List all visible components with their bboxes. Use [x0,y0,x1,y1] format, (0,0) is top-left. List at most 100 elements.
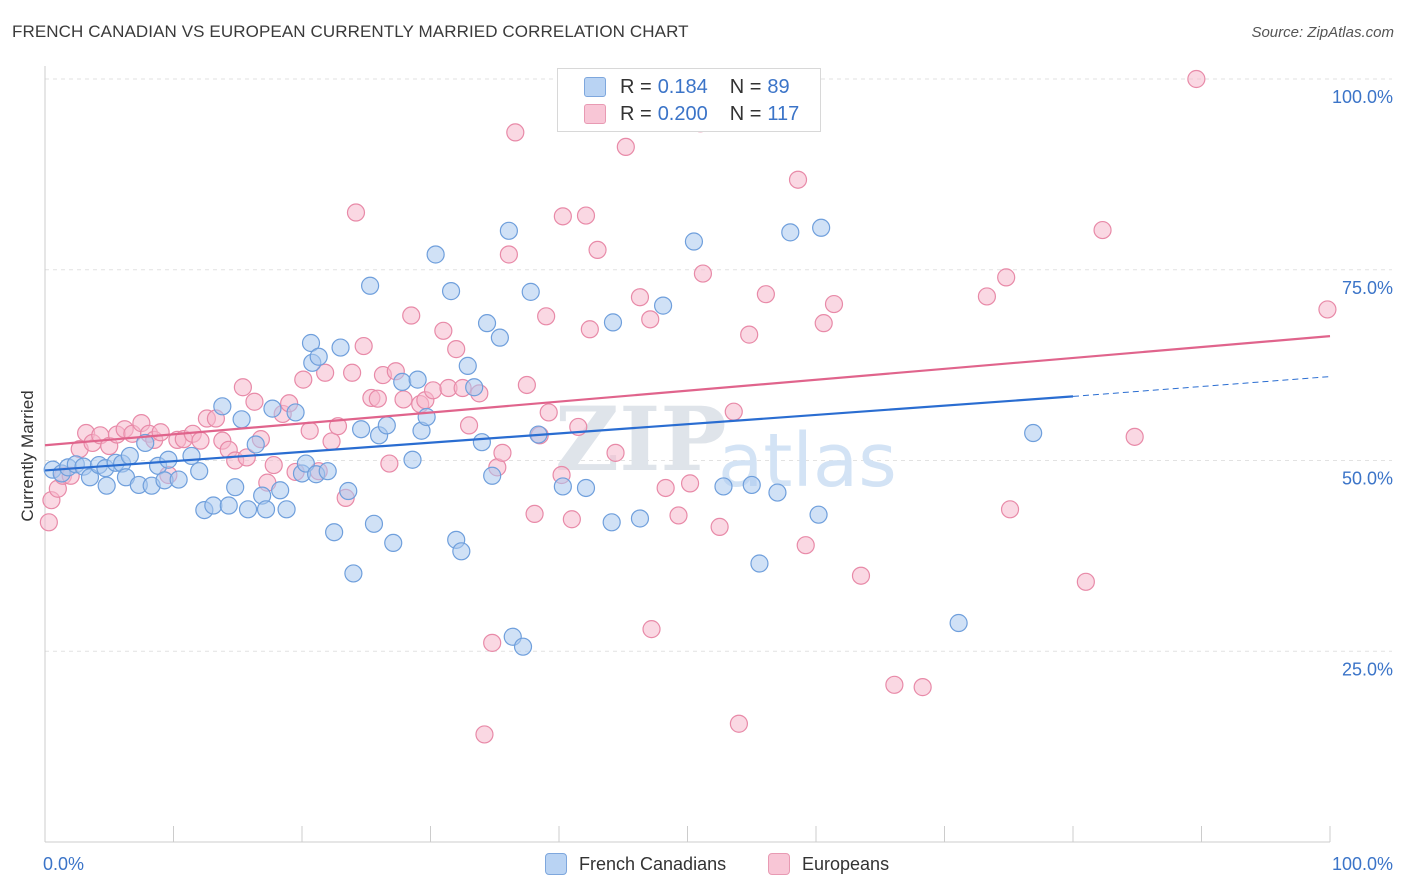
european-point [447,340,466,359]
watermark-zip: ZIP [555,387,727,491]
french-canadian-point [653,296,673,315]
european-point [606,443,625,462]
european-point [506,123,525,142]
european-point [576,206,596,225]
french-canadian-point [263,399,282,418]
bottom-legend-europeans: Europeans [768,852,889,876]
legend-r-value: 0.200 [657,102,708,125]
european-point [885,675,904,694]
legend-n-value: 117 [767,102,800,125]
french-canadian-point [441,282,461,301]
european-point [1125,427,1144,446]
european-point [710,517,729,536]
french-canadian-point [120,446,139,466]
french-canadian-point [97,476,116,495]
european-point [475,725,494,744]
european-point [380,454,399,473]
french-canadian-point [426,245,445,264]
french-canadian-point [742,475,761,495]
european-point [245,392,264,411]
european-point [788,170,808,189]
european-point [616,137,635,157]
french-canadian-point [238,500,258,519]
french-canadian-point [246,435,265,454]
french-canadian-point [159,450,178,469]
french-canadian-point [812,218,831,237]
french-canadian-point [226,478,245,497]
french-canadian-point [277,500,296,519]
european-point [423,381,443,400]
european-point [1093,220,1112,240]
european-point [680,474,700,493]
tick-labels: 25.0% 50.0% 75.0% 100.0% 0.0% 100.0% [43,87,1393,874]
x-tick-label: 0.0% [43,854,84,874]
french-canadian-point [576,478,596,498]
legend-n-label: N = [729,75,762,98]
french-canadian-point [408,370,427,389]
bottom-legend-label: French Canadians [579,853,727,874]
legend-row-french-canadians: R = 0.184 N = 89 [584,75,790,99]
european-point [394,390,413,409]
legend-swatch-pink [584,104,606,124]
french-canadian-point [182,446,201,466]
french-canadian-point [472,433,491,452]
european-point [294,370,313,389]
bottom-legend-label: Europeans [802,853,890,874]
european-point [151,423,170,442]
french-canadian-point [339,481,358,501]
french-canadian-point [521,282,540,301]
french-canadian-point [781,223,800,242]
y-tick-label: 100.0% [1332,87,1393,107]
french-canadian-point [452,542,471,561]
european-point [656,478,675,498]
french-canadian-point [361,276,380,295]
french-canadian-point [309,347,328,366]
european-point [796,536,815,555]
european-point [553,207,572,226]
legend-r-value: 0.184 [657,75,708,98]
european-point [434,321,453,340]
european-point [539,403,558,422]
european-point [499,245,518,264]
european-point [316,363,335,382]
y-tick-label: 50.0% [1342,469,1393,489]
european-point [824,294,844,314]
european-point [588,240,607,260]
french-canadian-point [204,496,223,515]
european-point [562,510,581,529]
european-point [977,287,997,306]
french-canadian-point [768,483,787,502]
european-point [851,566,871,585]
source-label: Source: ZipAtlas.com [1251,24,1394,41]
european-point [1187,69,1206,89]
french-canadian-point [458,356,477,375]
french-canadian-point [377,416,396,435]
european-point [669,506,688,525]
trend-lines [44,335,1331,472]
y-tick-label: 25.0% [1342,659,1393,679]
french-canadian-point [169,470,188,489]
european-point [343,363,362,382]
bottom-legend-french-canadians: French Canadians [545,852,726,876]
french-canadian-point [384,533,403,553]
european-point [322,432,341,451]
french-canadian-point [949,613,968,633]
european-point [233,378,252,397]
french-canadian-point [219,496,238,515]
french-canadian-point [553,477,572,496]
european-point [493,443,512,462]
european-point [354,336,373,356]
french-canadian-point [190,462,209,481]
legend-r-label: R = [620,75,652,98]
european-point [580,320,599,339]
french-canadian-point [750,554,769,573]
french-canadian-point [417,407,436,427]
european-point [537,307,556,326]
french-canadians-trend-extension [1072,376,1331,397]
french-canadian-point [630,509,650,528]
european-point [459,416,479,435]
european-point [997,268,1016,287]
european-point [1076,572,1095,591]
legend-r-label: R = [620,102,652,125]
